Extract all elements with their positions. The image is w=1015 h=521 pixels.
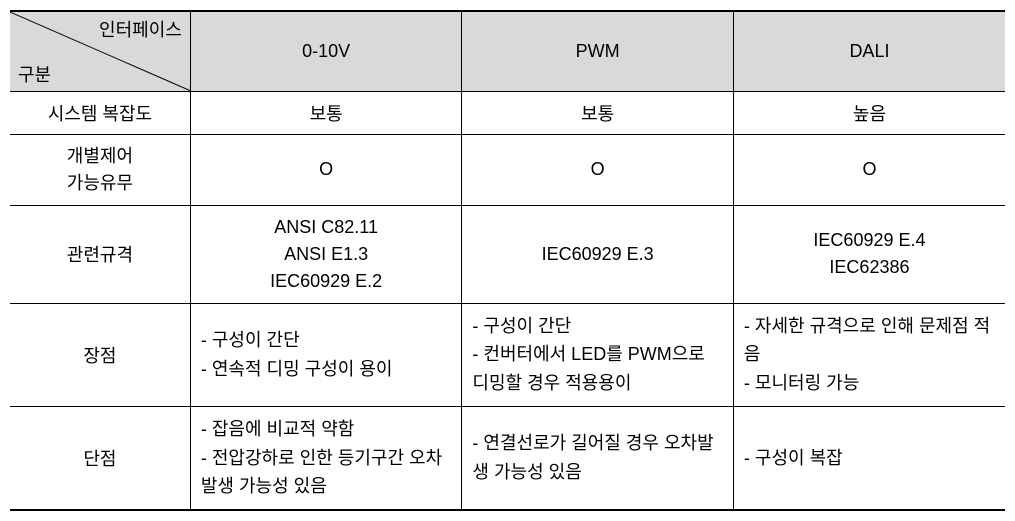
cell-cons-0: - 잡음에 비교적 약함- 전압강하로 인한 등기구간 오차발생 가능성 있음 [190,406,462,510]
row-label-complexity: 시스템 복잡도 [10,91,190,134]
cell-standards-1: IEC60929 E.3 [462,205,734,303]
table-row: 관련규격 ANSI C82.11ANSI E1.3IEC60929 E.2 IE… [10,205,1005,303]
header-diag-top: 인터페이스 [99,16,182,42]
table-row: 시스템 복잡도 보통 보통 높음 [10,91,1005,134]
table-body: 시스템 복잡도 보통 보통 높음 개별제어가능유무 O O O 관련규격 ANS… [10,91,1005,510]
cell-complexity-2: 높음 [733,91,1005,134]
cell-complexity-1: 보통 [462,91,734,134]
cell-standards-0: ANSI C82.11ANSI E1.3IEC60929 E.2 [190,205,462,303]
row-label-pros: 장점 [10,303,190,406]
column-header-0: 0-10V [190,11,462,91]
row-label-individual-control: 개별제어가능유무 [10,134,190,205]
table-row: 장점 - 구성이 간단- 연속적 디밍 구성이 용이 - 구성이 간단- 컨버터… [10,303,1005,406]
comparison-table: 인터페이스 구분 0-10V PWM DALI 시스템 복잡도 보통 보통 높음… [10,10,1005,511]
row-label-standards: 관련규격 [10,205,190,303]
header-row: 인터페이스 구분 0-10V PWM DALI [10,11,1005,91]
cell-pros-2: - 자세한 규격으로 인해 문제점 적음- 모니터링 가능 [733,303,1005,406]
cell-individual-0: O [190,134,462,205]
cell-cons-1: - 연결선로가 길어질 경우 오차발생 가능성 있음 [462,406,734,510]
table-row: 단점 - 잡음에 비교적 약함- 전압강하로 인한 등기구간 오차발생 가능성 … [10,406,1005,510]
cell-individual-2: O [733,134,1005,205]
table-row: 개별제어가능유무 O O O [10,134,1005,205]
column-header-1: PWM [462,11,734,91]
cell-individual-1: O [462,134,734,205]
cell-pros-1: - 구성이 간단- 컨버터에서 LED를 PWM으로 디밍할 경우 적용용이 [462,303,734,406]
cell-cons-2: - 구성이 복잡 [733,406,1005,510]
column-header-2: DALI [733,11,1005,91]
cell-standards-2: IEC60929 E.4IEC62386 [733,205,1005,303]
header-diag-bottom: 구분 [18,61,51,87]
diagonal-header-cell: 인터페이스 구분 [10,11,190,91]
row-label-cons: 단점 [10,406,190,510]
cell-complexity-0: 보통 [190,91,462,134]
cell-pros-0: - 구성이 간단- 연속적 디밍 구성이 용이 [190,303,462,406]
